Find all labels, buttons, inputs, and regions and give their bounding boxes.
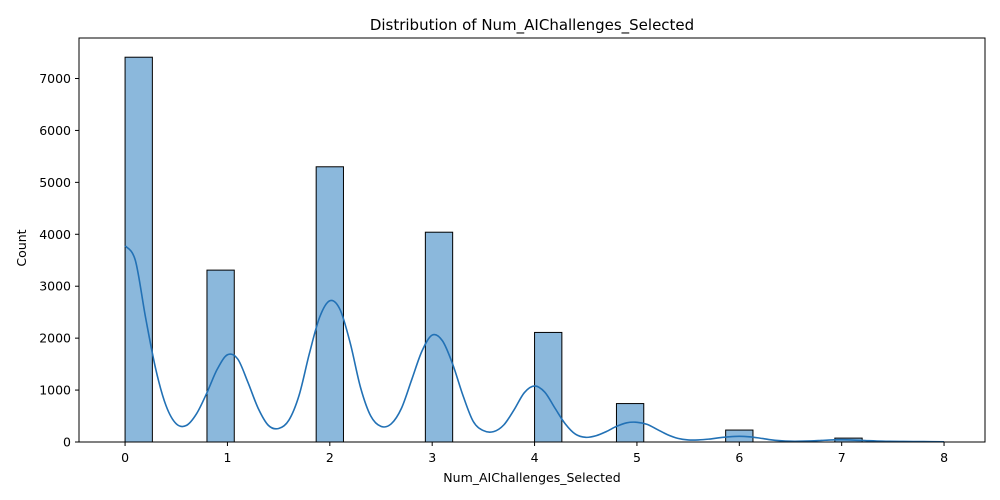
- histogram-bar-1: [206, 269, 235, 443]
- x-tick-label: 4: [531, 450, 539, 465]
- y-tick-label: 5000: [39, 175, 71, 190]
- chart-title: Distribution of Num_AIChallenges_Selecte…: [370, 16, 694, 35]
- y-axis-label: Count: [14, 229, 29, 266]
- x-tick-label: 5: [633, 450, 641, 465]
- x-axis-ticks: 0 1 2 3 4 5 6 7 8: [121, 442, 948, 465]
- y-tick-label: 3000: [39, 279, 71, 294]
- kde-density-line: [124, 245, 945, 443]
- bars-layer: [124, 56, 863, 443]
- y-tick-label: 6000: [39, 123, 71, 138]
- y-tick-label: 0: [63, 435, 71, 450]
- y-axis-ticks: 0 1000 2000 3000 4000 5000 6000 7000: [39, 71, 79, 450]
- histogram-bar-2: [315, 166, 344, 443]
- y-tick-label: 4000: [39, 227, 71, 242]
- y-tick-label: 1000: [39, 383, 71, 398]
- x-tick-label: 2: [326, 450, 334, 465]
- y-tick-label: 7000: [39, 71, 71, 86]
- x-tick-label: 7: [838, 450, 846, 465]
- plot-frame: [78, 37, 986, 443]
- x-tick-label: 3: [428, 450, 436, 465]
- x-axis-label: Num_AIChallenges_Selected: [443, 470, 620, 485]
- x-tick-label: 1: [223, 450, 231, 465]
- x-tick-label: 8: [940, 450, 948, 465]
- x-tick-label: 6: [735, 450, 743, 465]
- y-tick-label: 2000: [39, 331, 71, 346]
- x-tick-label: 0: [121, 450, 129, 465]
